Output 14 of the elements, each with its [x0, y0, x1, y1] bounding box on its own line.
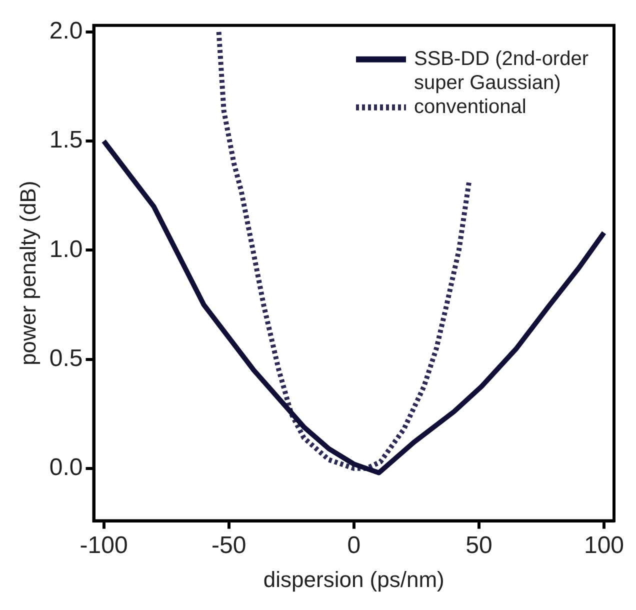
- x-tick-label: 100: [584, 532, 624, 559]
- x-tick-label: -50: [211, 532, 246, 559]
- x-tick-label: 50: [466, 532, 492, 559]
- x-tick-label: 0: [347, 532, 361, 559]
- y-tick-label: 0.5: [49, 344, 83, 372]
- legend-label: conventional: [414, 96, 526, 118]
- y-axis-title: power penalty (dB): [15, 180, 40, 366]
- y-tick-label: 1.0: [49, 236, 83, 263]
- y-tick-label: 2.0: [49, 18, 83, 45]
- x-axis-title: dispersion (ps/nm): [263, 566, 444, 592]
- legend-label: SSB-DD (2nd-order super Gaussian): [414, 48, 589, 94]
- y-tick-label: 0.0: [49, 454, 83, 482]
- x-tick-label: -100: [80, 532, 128, 559]
- y-tick-label: 1.5: [49, 126, 83, 154]
